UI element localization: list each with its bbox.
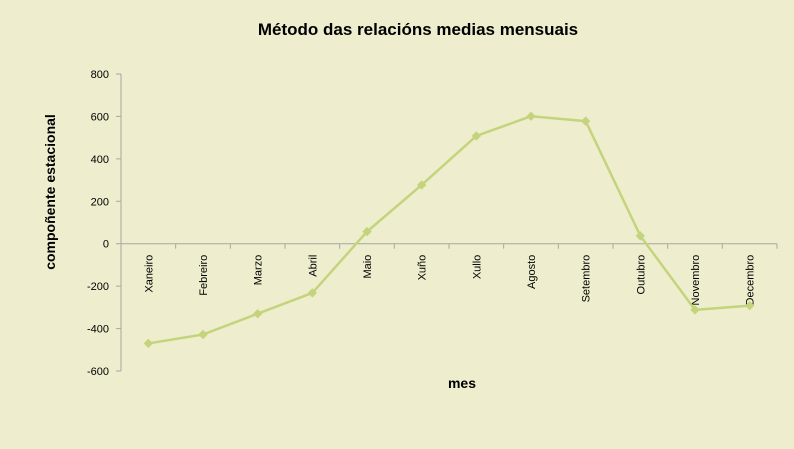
data-point [744,300,755,311]
x-tick-label: Agosto [526,255,538,289]
x-tick-label: Maio [362,255,374,279]
y-tick-label: 600 [91,111,109,123]
data-point [143,338,154,349]
y-tick-label: 200 [91,196,109,208]
data-point [307,288,318,298]
x-tick-label: Outubro [635,255,647,295]
data-point [471,131,482,141]
series-group [143,111,755,349]
x-tick-label: Setembro [581,255,593,303]
y-tick-label: 400 [91,154,109,166]
x-tick-label: Xuño [417,255,429,281]
y-tick-label: -400 [87,324,109,336]
x-tick-label: Marzo [253,255,265,286]
y-axis-ticks: 800 600 400 200 0 -200 -400 -600 [87,69,121,378]
data-point [690,305,700,315]
data-point [635,231,646,241]
x-tick-label: Abril [307,255,319,277]
x-axis-title: mes [448,375,476,391]
data-point [252,309,263,319]
x-tick-label: Novembro [690,255,702,306]
data-point [526,111,536,121]
data-point [362,226,372,237]
y-tick-label: -600 [87,366,109,378]
y-axis-title: compoñente estacional [42,114,58,270]
data-point [580,116,591,126]
data-point [198,329,208,340]
x-tick-label: Xullo [471,255,483,279]
y-tick-label: 800 [91,69,109,81]
x-axis-labels: Xaneiro Febreiro Marzo Abril Maio Xuño Xullo Ag… [120,243,778,306]
data-point [416,180,427,190]
y-tick-label: 0 [103,239,109,251]
chart-title: Método das relacións medias mensuais [258,20,578,39]
y-tick-label: -200 [87,281,109,293]
series-line [148,114,750,345]
x-tick-label: Decembro [745,255,757,306]
axes [120,74,777,371]
x-tick-label: Xaneiro [143,255,155,293]
x-tick-label: Febreiro [198,255,210,296]
